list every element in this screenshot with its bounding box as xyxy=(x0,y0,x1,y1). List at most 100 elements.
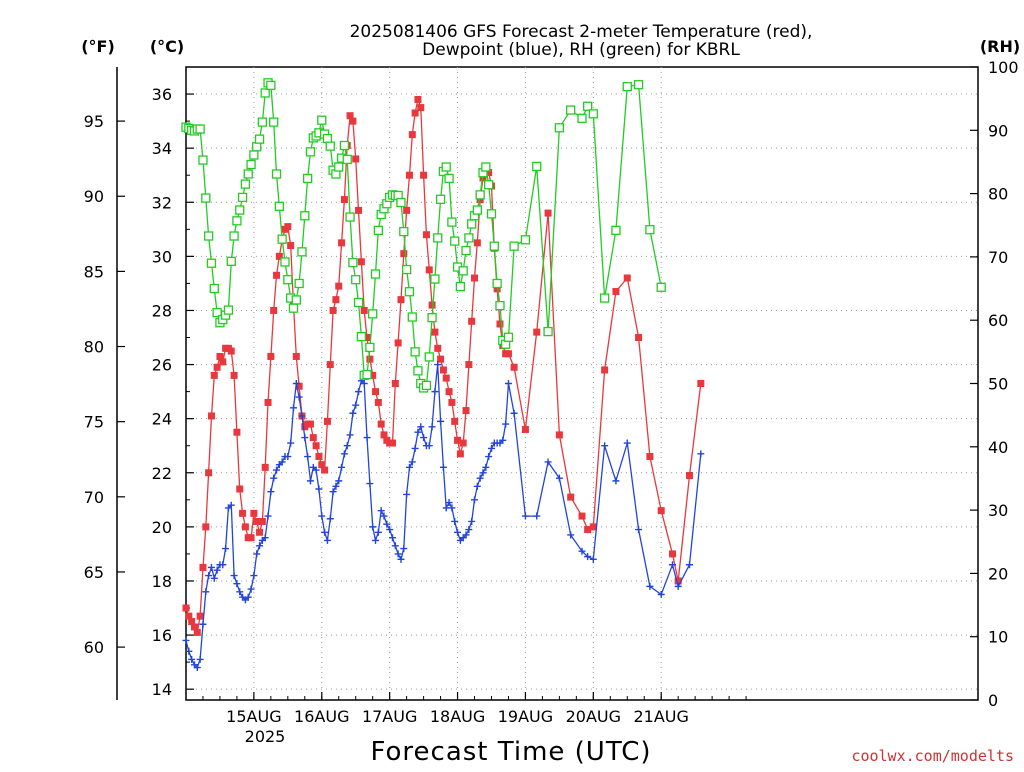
tick-label-celsius: 18 xyxy=(152,572,172,591)
x-axis-label: Forecast Time (UTC) xyxy=(370,737,651,767)
dewpoint-point xyxy=(468,517,476,525)
rh-point xyxy=(252,142,262,152)
credit-label: coolwx.com/modelts xyxy=(851,747,1014,765)
dewpoint-point xyxy=(182,636,190,644)
temperature-point xyxy=(213,363,221,371)
dewpoint-point xyxy=(623,439,631,447)
temperature-point xyxy=(264,398,272,406)
rh-point xyxy=(322,133,333,144)
rh-point xyxy=(554,123,565,133)
rh-point xyxy=(365,342,375,353)
dewpoint-point xyxy=(431,388,439,396)
dewpoint-point xyxy=(405,463,413,471)
dewpoint-point xyxy=(555,474,563,482)
rh-point xyxy=(447,217,457,227)
dewpoint-point xyxy=(261,534,269,542)
dewpoint-point xyxy=(479,469,487,477)
temperature-point xyxy=(544,209,552,217)
dewpoint-point xyxy=(504,380,512,387)
rh-point xyxy=(495,300,505,311)
tick-label-rh: 90 xyxy=(988,121,1008,140)
dewpoint-point xyxy=(674,582,682,590)
dewpoint-point xyxy=(202,588,210,596)
unit-label-celsius: (°C) xyxy=(150,37,184,56)
rh-point xyxy=(235,205,245,215)
dewpoint-point xyxy=(386,526,394,534)
dewpoint-point xyxy=(366,480,374,488)
dewpoint-point xyxy=(377,507,385,515)
temperature-point xyxy=(456,450,464,458)
dewpoint-point xyxy=(247,585,255,593)
temperature-point xyxy=(451,417,459,425)
temperature-point xyxy=(476,196,484,204)
dewpoint-point xyxy=(301,434,309,442)
temperature-point xyxy=(479,174,487,182)
temperature-point xyxy=(219,358,227,366)
temperature-point xyxy=(405,171,413,179)
tick-label-celsius: 32 xyxy=(152,193,172,212)
dewpoint-point xyxy=(697,450,705,458)
rh-point xyxy=(362,369,372,380)
temperature-point xyxy=(473,239,481,247)
tick-label-celsius: 28 xyxy=(152,301,172,320)
dewpoint-point xyxy=(355,388,363,396)
dewpoint-point xyxy=(340,450,348,458)
rh-point xyxy=(195,124,205,134)
dewpoint-point xyxy=(462,531,470,539)
dewpoint-point xyxy=(533,512,541,520)
dewpoint-point xyxy=(388,534,396,542)
dewpoint-point xyxy=(196,655,204,663)
dewpoint-point xyxy=(267,488,275,496)
dewpoint-point xyxy=(230,572,238,580)
tick-label-date: 17AUG xyxy=(362,707,417,726)
rh-point xyxy=(509,241,519,251)
rh-point xyxy=(486,209,497,219)
rh-point xyxy=(325,141,335,151)
rh-point xyxy=(458,266,468,276)
series-temperature xyxy=(182,95,705,636)
rh-point xyxy=(404,287,415,297)
rh-point xyxy=(622,81,632,92)
temperature-point xyxy=(465,361,473,369)
chart-title-line-2: Dewpoint (blue), RH (green) for KBRL xyxy=(422,40,740,60)
dewpoint-point xyxy=(428,423,436,431)
rh-point xyxy=(243,169,253,179)
dewpoint-point xyxy=(264,512,272,520)
temperature-point xyxy=(504,350,512,358)
axes: 14 16 18 20 22 24 26 28 30 32 34 36 60 65 70 75 80 85 90 95… xyxy=(84,58,1019,726)
rh-point xyxy=(260,88,270,98)
rh-point xyxy=(467,219,477,229)
dewpoint-point xyxy=(589,555,597,563)
temperature-point xyxy=(188,618,196,626)
dewpoint-point xyxy=(437,417,445,425)
temperature-point xyxy=(323,417,331,425)
temperature-point xyxy=(332,296,340,304)
dewpoint-point xyxy=(369,523,377,531)
tick-label-rh: 40 xyxy=(988,438,1008,457)
temperature-point xyxy=(437,355,445,363)
temperature-point xyxy=(258,517,266,525)
temperature-point xyxy=(372,388,380,396)
series-layer xyxy=(181,78,705,672)
temperature-point xyxy=(363,334,371,342)
tick-label-celsius: 26 xyxy=(152,356,172,375)
dewpoint-point xyxy=(403,490,411,498)
temperature-point xyxy=(669,550,677,558)
unit-label-fahrenheit: (°F) xyxy=(81,37,115,56)
dewpoint-point xyxy=(295,393,303,401)
chart-title-line-1: 2025081406 GFS Forecast 2-meter Temperat… xyxy=(350,22,813,42)
rh-point xyxy=(342,154,352,165)
temperature-point xyxy=(657,507,665,515)
temperature-point xyxy=(521,425,529,433)
rh-point xyxy=(356,332,367,342)
tick-label-rh: 50 xyxy=(988,375,1008,394)
tick-label-date: 16AUG xyxy=(294,707,349,726)
rh-point xyxy=(257,117,268,127)
dewpoint-point xyxy=(499,436,507,444)
tick-label-rh: 10 xyxy=(988,628,1008,647)
rh-point xyxy=(455,282,466,292)
temperature-point xyxy=(239,509,247,517)
series-line-rh xyxy=(185,81,662,389)
dewpoint-point xyxy=(601,442,609,450)
